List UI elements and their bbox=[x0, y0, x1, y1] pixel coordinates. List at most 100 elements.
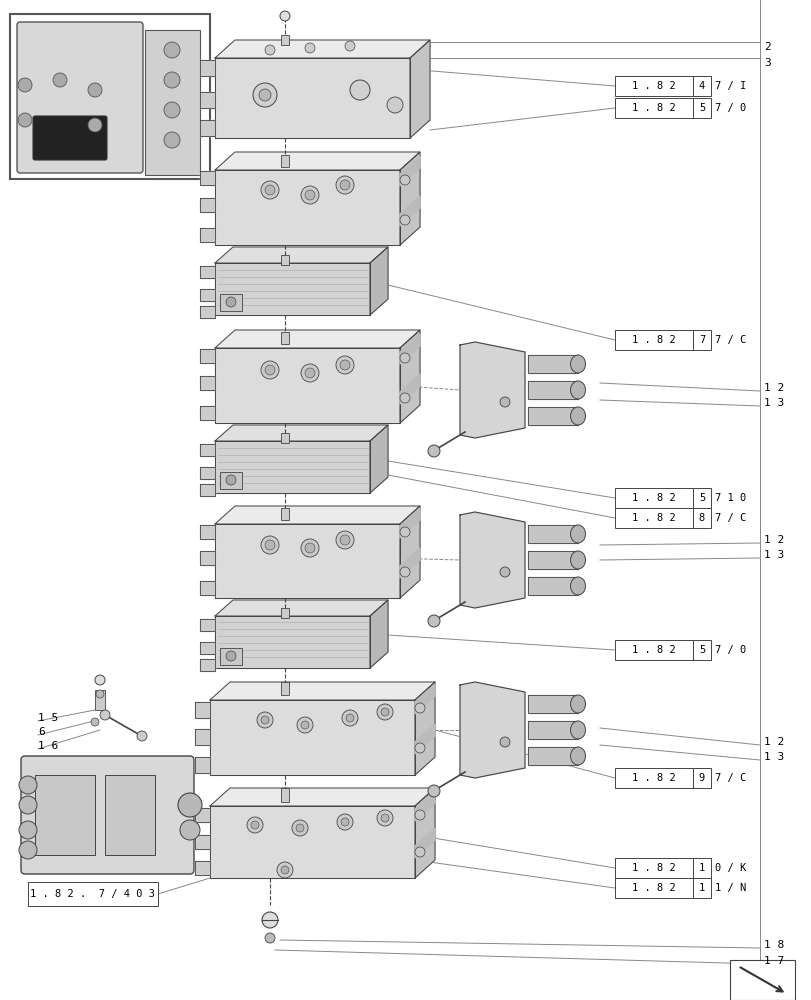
Polygon shape bbox=[200, 581, 215, 595]
Polygon shape bbox=[414, 684, 435, 714]
Bar bbox=[281, 788, 289, 802]
Polygon shape bbox=[400, 374, 419, 404]
Text: 4: 4 bbox=[698, 81, 704, 91]
Circle shape bbox=[400, 353, 410, 363]
Polygon shape bbox=[200, 266, 215, 278]
Polygon shape bbox=[195, 861, 210, 875]
Polygon shape bbox=[400, 196, 419, 226]
Polygon shape bbox=[370, 600, 388, 668]
Circle shape bbox=[262, 912, 277, 928]
Polygon shape bbox=[215, 263, 370, 315]
Bar bbox=[220, 648, 242, 665]
Text: 9: 9 bbox=[698, 773, 704, 783]
Text: 1 . 8 2: 1 . 8 2 bbox=[631, 81, 675, 91]
Circle shape bbox=[260, 181, 279, 199]
Circle shape bbox=[225, 651, 236, 661]
Text: 1 6: 1 6 bbox=[38, 741, 58, 751]
Circle shape bbox=[100, 710, 109, 720]
Polygon shape bbox=[527, 747, 577, 765]
Circle shape bbox=[305, 368, 315, 378]
Circle shape bbox=[500, 737, 509, 747]
Circle shape bbox=[280, 11, 290, 21]
Bar bbox=[614, 330, 692, 350]
Bar bbox=[220, 294, 242, 311]
Circle shape bbox=[376, 810, 393, 826]
Text: 1 8: 1 8 bbox=[763, 940, 783, 950]
Circle shape bbox=[19, 821, 37, 839]
Circle shape bbox=[427, 445, 440, 457]
Polygon shape bbox=[200, 525, 215, 539]
Polygon shape bbox=[400, 334, 419, 364]
Circle shape bbox=[305, 543, 315, 553]
Text: 1 . 8 2: 1 . 8 2 bbox=[631, 863, 675, 873]
Text: 7 / C: 7 / C bbox=[714, 773, 745, 783]
Text: 7 / C: 7 / C bbox=[714, 335, 745, 345]
Polygon shape bbox=[200, 659, 215, 671]
Circle shape bbox=[251, 821, 259, 829]
Bar bbox=[614, 488, 692, 508]
Text: 1 . 8 2: 1 . 8 2 bbox=[631, 773, 675, 783]
Circle shape bbox=[427, 615, 440, 627]
Polygon shape bbox=[195, 835, 210, 849]
Text: 7 / I: 7 / I bbox=[714, 81, 745, 91]
Bar bbox=[692, 330, 710, 350]
Text: 7 / 0: 7 / 0 bbox=[714, 645, 745, 655]
Text: 0 / K: 0 / K bbox=[714, 863, 745, 873]
Polygon shape bbox=[195, 729, 210, 745]
Circle shape bbox=[277, 862, 293, 878]
Circle shape bbox=[427, 785, 440, 797]
Ellipse shape bbox=[570, 355, 585, 373]
Circle shape bbox=[18, 113, 32, 127]
Polygon shape bbox=[414, 682, 435, 775]
Polygon shape bbox=[215, 247, 388, 263]
Bar bbox=[281, 255, 289, 265]
Bar bbox=[105, 775, 155, 855]
Polygon shape bbox=[370, 425, 388, 493]
Polygon shape bbox=[200, 120, 215, 136]
Circle shape bbox=[264, 933, 275, 943]
Bar bbox=[614, 878, 692, 898]
Ellipse shape bbox=[570, 381, 585, 399]
Polygon shape bbox=[200, 619, 215, 631]
Circle shape bbox=[180, 820, 200, 840]
Polygon shape bbox=[215, 58, 410, 138]
Circle shape bbox=[500, 567, 509, 577]
Text: 7: 7 bbox=[698, 335, 704, 345]
Text: 5: 5 bbox=[698, 103, 704, 113]
Circle shape bbox=[292, 820, 307, 836]
Bar bbox=[692, 98, 710, 118]
Polygon shape bbox=[200, 467, 215, 479]
Circle shape bbox=[380, 814, 388, 822]
Polygon shape bbox=[200, 484, 215, 496]
Polygon shape bbox=[215, 40, 430, 58]
Polygon shape bbox=[414, 791, 435, 821]
Circle shape bbox=[260, 716, 268, 724]
Polygon shape bbox=[200, 198, 215, 212]
Polygon shape bbox=[200, 289, 215, 301]
Ellipse shape bbox=[570, 747, 585, 765]
Circle shape bbox=[414, 703, 424, 713]
Circle shape bbox=[414, 847, 424, 857]
Polygon shape bbox=[527, 577, 577, 595]
Circle shape bbox=[53, 73, 67, 87]
Polygon shape bbox=[527, 355, 577, 373]
Text: 1 2: 1 2 bbox=[763, 737, 783, 747]
Circle shape bbox=[340, 535, 350, 545]
Circle shape bbox=[336, 176, 354, 194]
Bar bbox=[281, 508, 289, 520]
Polygon shape bbox=[195, 757, 210, 773]
Polygon shape bbox=[400, 548, 419, 578]
Text: 1 3: 1 3 bbox=[763, 398, 783, 408]
Circle shape bbox=[340, 360, 350, 370]
Text: 1 . 8 2: 1 . 8 2 bbox=[631, 883, 675, 893]
Bar bbox=[692, 768, 710, 788]
Circle shape bbox=[19, 841, 37, 859]
Bar bbox=[614, 640, 692, 660]
Circle shape bbox=[164, 72, 180, 88]
Circle shape bbox=[164, 132, 180, 148]
Circle shape bbox=[91, 718, 99, 726]
Bar bbox=[614, 98, 692, 118]
Ellipse shape bbox=[570, 695, 585, 713]
Text: 7 / C: 7 / C bbox=[714, 513, 745, 523]
Circle shape bbox=[259, 89, 271, 101]
